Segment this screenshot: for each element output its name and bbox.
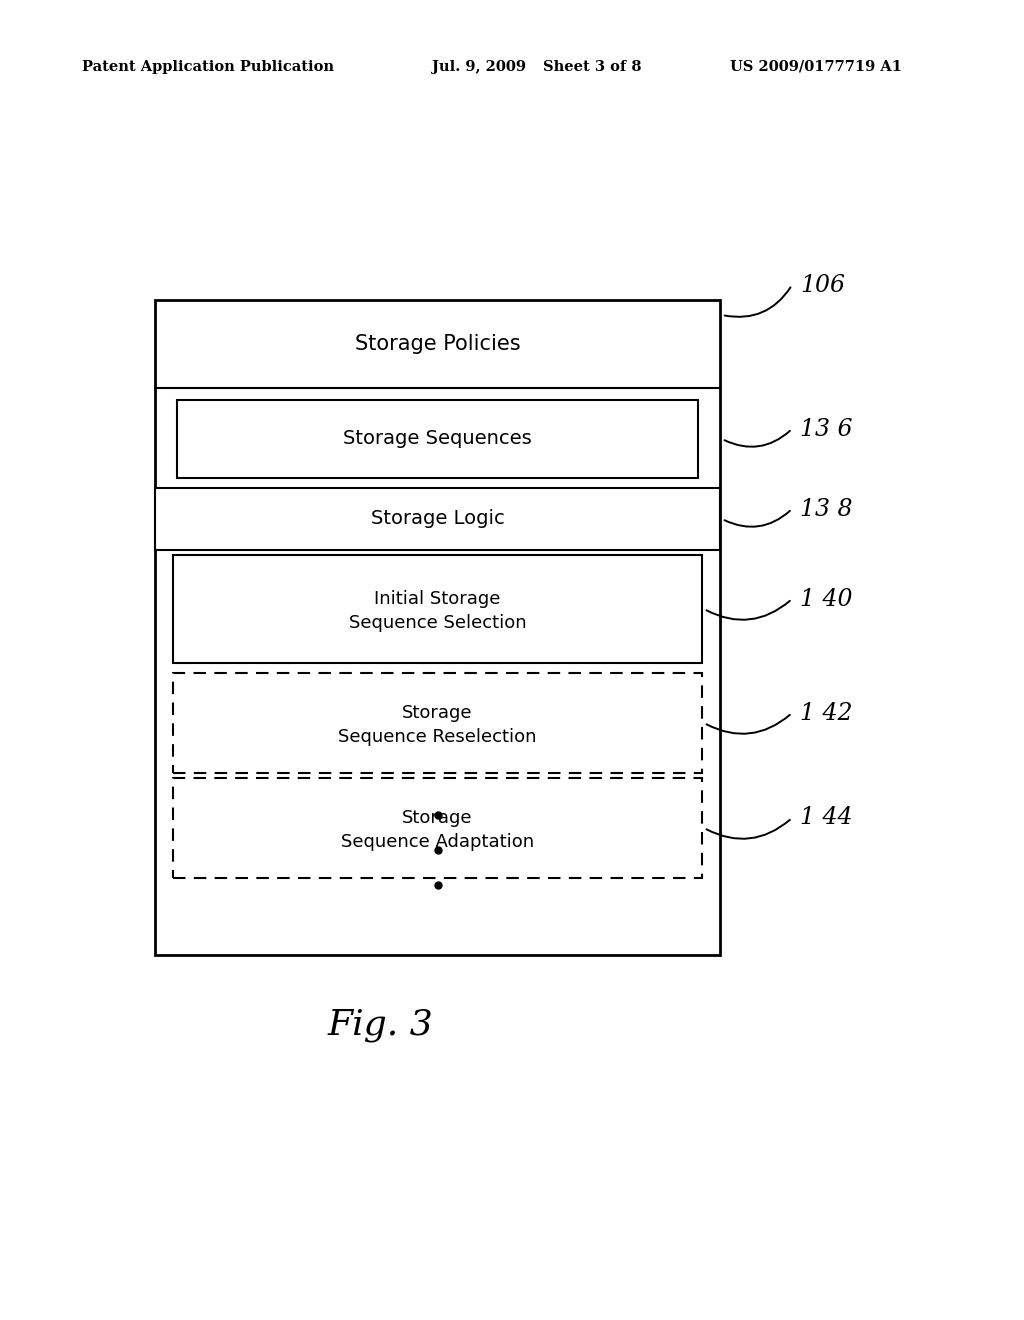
Text: Storage: Storage [402,809,473,828]
Text: 1 42: 1 42 [800,701,853,725]
Text: 1 44: 1 44 [800,807,853,829]
Text: Patent Application Publication: Patent Application Publication [82,59,334,74]
Bar [173,554,702,663]
Text: Fig. 3: Fig. 3 [327,1008,433,1041]
Bar [155,300,720,954]
Text: Sequence Reselection: Sequence Reselection [338,729,537,746]
Text: Storage Policies: Storage Policies [354,334,520,354]
Text: Sequence Adaptation: Sequence Adaptation [341,833,535,851]
Text: 1 40: 1 40 [800,587,853,610]
Text: US 2009/0177719 A1: US 2009/0177719 A1 [730,59,902,74]
Text: Storage: Storage [402,704,473,722]
Text: 106: 106 [800,273,845,297]
Text: Sequence Selection: Sequence Selection [349,614,526,632]
Text: Storage Sequences: Storage Sequences [343,429,531,449]
Bar [177,400,698,478]
Text: Storage Logic: Storage Logic [371,510,505,528]
Text: 13 8: 13 8 [800,498,853,520]
Text: Jul. 9, 2009: Jul. 9, 2009 [432,59,526,74]
Text: Initial Storage: Initial Storage [375,590,501,609]
Text: 13 6: 13 6 [800,417,853,441]
Bar [155,488,720,550]
Bar [173,777,702,878]
Bar [173,673,702,774]
Text: Sheet 3 of 8: Sheet 3 of 8 [543,59,641,74]
